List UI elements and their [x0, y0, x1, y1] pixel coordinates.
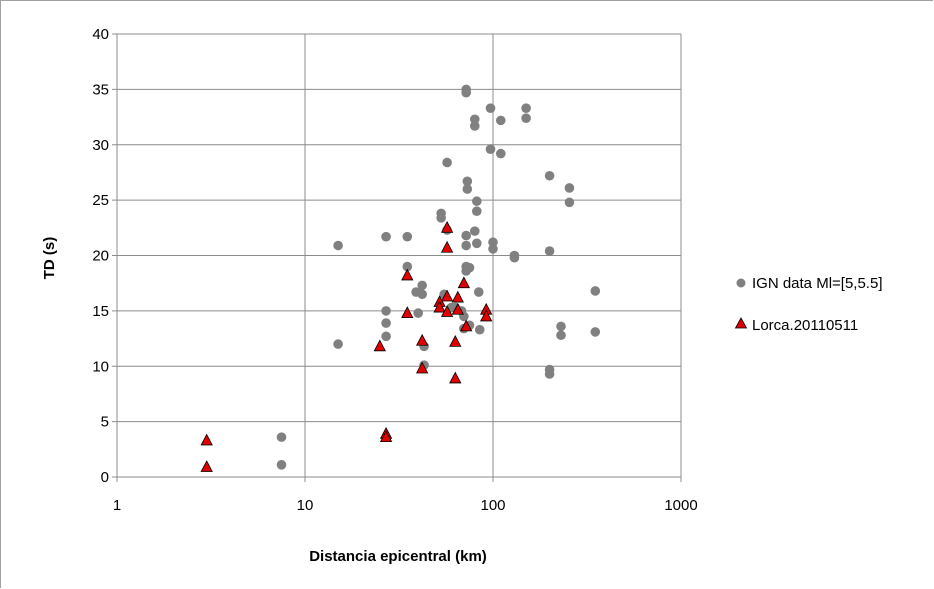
ign-data-point [473, 287, 484, 297]
x-axis-title: Distancia epicentral (km) [309, 548, 487, 565]
y-tick-label: 0 [101, 469, 109, 486]
lorca-data-point [451, 302, 464, 315]
ign-data-point [276, 460, 287, 470]
ign-data-point [461, 240, 471, 251]
ign-data-point [590, 286, 601, 296]
ign-data-point [402, 261, 413, 272]
ign-data-point [276, 432, 287, 442]
ign-data-point [471, 206, 482, 216]
ign-data-point [488, 244, 498, 254]
ign-data-point [442, 157, 452, 168]
lorca-data-point [379, 430, 393, 443]
y-tick-label: 30 [92, 137, 109, 154]
ign-data-point [462, 184, 473, 194]
ign-data-point [381, 331, 391, 342]
y-tick-label: 35 [92, 81, 109, 98]
ign-data-point [333, 339, 343, 349]
ign-data-point [509, 252, 520, 263]
ign-data-point [564, 197, 575, 208]
lorca-data-point [440, 305, 454, 317]
y-tick-label: 40 [92, 26, 109, 43]
ign-data-point [381, 318, 391, 328]
lorca-data-point [451, 290, 464, 303]
ign-data-point [556, 330, 566, 341]
ign-data-point [521, 103, 531, 114]
ign-data-point [381, 306, 391, 316]
ign-data-point [469, 226, 480, 236]
lorca-data-point [457, 276, 471, 289]
ign-data-point [590, 327, 601, 337]
ign-data-point [464, 262, 475, 273]
lorca-data-point [416, 361, 429, 374]
y-tick-label: 10 [92, 358, 109, 375]
ign-data-point [544, 369, 555, 379]
legend-marker-ign [736, 278, 746, 288]
data-points [200, 84, 601, 472]
ign-data-point [564, 183, 575, 193]
ign-data-point [417, 280, 427, 291]
y-tick-label: 20 [92, 248, 109, 265]
lorca-data-point [200, 433, 213, 446]
ign-data-point [471, 196, 482, 207]
ign-data-point [488, 237, 498, 248]
legend-marker-lorca [734, 317, 748, 329]
ign-data-point [417, 289, 427, 300]
ign-data-point [469, 114, 480, 125]
lorca-data-point [449, 335, 462, 347]
ign-data-point [544, 246, 555, 256]
lorca-data-point [480, 309, 493, 322]
x-tick-label: 1 [113, 497, 121, 514]
x-tick-label: 100 [480, 497, 505, 514]
ign-data-point [462, 176, 473, 187]
lorca-data-point [460, 319, 473, 332]
lorca-data-point [449, 371, 462, 384]
lorca-data-point [440, 289, 454, 302]
ign-data-point [469, 121, 480, 131]
ign-data-point [521, 113, 531, 123]
ign-data-point [485, 103, 496, 114]
lorca-data-point [416, 333, 429, 346]
x-tick-labels: 1 10 100 1000 [113, 497, 698, 514]
ign-data-point [381, 231, 391, 242]
y-tick-label: 25 [92, 192, 109, 209]
ign-data-point [333, 240, 343, 251]
legend-label-lorca: Lorca.20110511 [752, 317, 858, 334]
axes [112, 33, 682, 482]
ign-data-point [461, 87, 471, 98]
y-tick-labels: 0 5 10 15 20 25 30 35 40 [92, 26, 109, 486]
gridlines [117, 33, 682, 477]
lorca-data-point [200, 460, 213, 472]
ign-data-point [544, 170, 555, 181]
ign-data-point [461, 230, 471, 241]
ign-data-point [474, 324, 485, 335]
legend-label-ign: IGN data Ml=[5,5.5] [752, 275, 882, 292]
ign-data-point [413, 308, 423, 318]
lorca-data-point [440, 220, 454, 233]
legend: IGN data Ml=[5,5.5] Lorca.20110511 [734, 275, 882, 334]
ign-data-point [495, 115, 506, 126]
y-tick-label: 5 [101, 414, 109, 431]
lorca-data-point [440, 240, 454, 253]
x-tick-label: 1000 [664, 497, 697, 514]
lorca-data-point [373, 339, 386, 352]
ign-data-point [436, 213, 446, 223]
lorca-data-point [401, 268, 414, 281]
ign-data-point [495, 148, 506, 159]
ign-data-point [471, 238, 482, 249]
lorca-data-point [401, 306, 414, 318]
ign-data-point [556, 321, 566, 332]
lorca-data-point [433, 300, 446, 313]
x-tick-label: 10 [297, 497, 314, 514]
ign-data-point [485, 144, 496, 154]
y-axis-title: TD (s) [41, 237, 58, 280]
ign-data-point [402, 231, 413, 242]
y-tick-label: 15 [92, 303, 109, 320]
